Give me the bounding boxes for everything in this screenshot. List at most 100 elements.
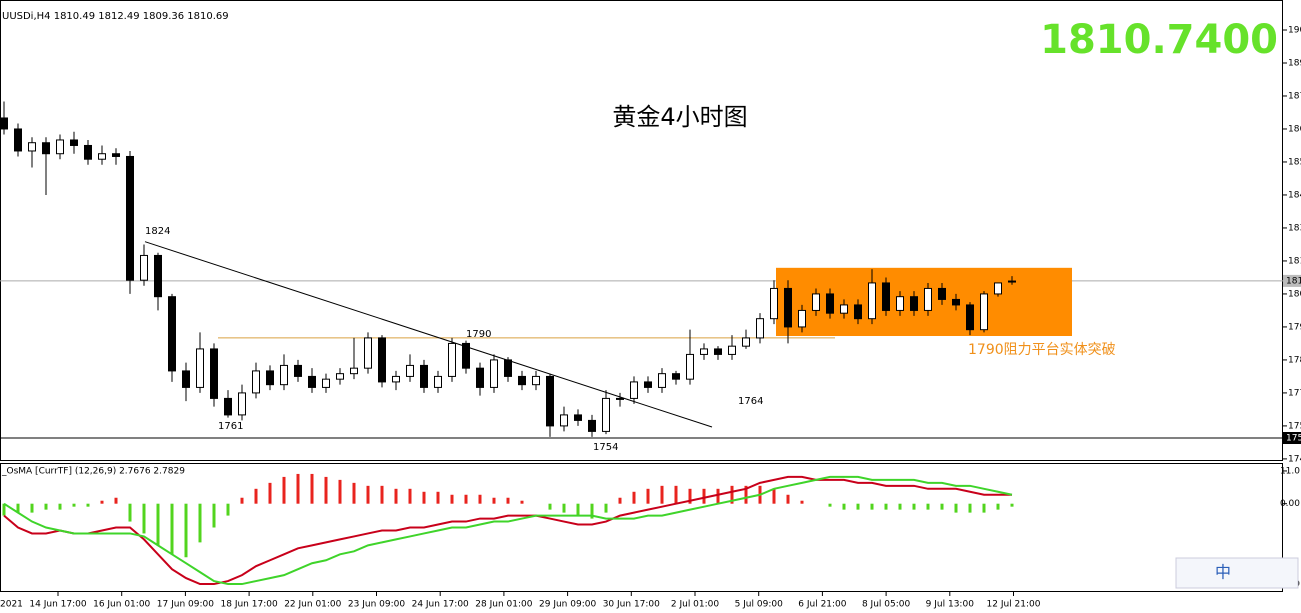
y-tick-label: 189 [1288,58,1301,68]
candle-body [154,254,162,298]
x-tick-label: 18 Jun 17:00 [221,600,278,610]
candle-body [840,304,848,314]
candle-body [868,282,876,320]
y-tick-label: 177 [1288,388,1301,398]
y-tick-label: 186 [1288,124,1301,134]
candle-body [812,293,820,311]
candle-body [994,282,1002,295]
x-tick-label: 5 Jul 09:00 [735,600,784,610]
indicator-title: _OsMA [CurrTF] (12,26,9) 2.7676 2.7829 [1,467,185,477]
candle-body [112,153,120,157]
ime-label[interactable]: 中 [1215,563,1231,582]
candle-body [280,364,288,386]
x-tick-label: 12 Jul 21:00 [987,600,1041,610]
candle-body [98,153,106,160]
annotation: 1754 [593,442,618,453]
price-line-label: 181 [1286,276,1301,286]
candle-body [896,296,904,311]
candle-body [448,342,456,377]
y-tick-label: 175 [1288,421,1301,431]
y-tick-label: 11.0 [1280,466,1300,476]
x-start-label: 2021 [0,600,23,610]
low-line-box [1283,432,1301,445]
y-tick-label: 178 [1288,355,1301,365]
candle-body [910,296,918,311]
x-tick-label: 28 Jun 01:00 [475,600,532,610]
low-line-label: 175 [1286,434,1301,444]
x-tick-label: 14 Jun 17:00 [29,600,86,610]
candle-body [532,375,540,386]
ime-bar[interactable] [1175,557,1299,589]
candle-body [140,254,148,281]
candle-body [1008,280,1016,283]
candle-body [14,128,22,152]
candle-body [322,378,330,388]
candle-body [70,139,78,146]
y-tick-label: 183 [1288,223,1301,233]
candle-body [546,375,554,427]
candle-body [392,375,400,383]
candle-body [420,364,428,388]
price-label: 1810.7400 [1040,17,1278,63]
annotation: 1790 [466,329,491,340]
candle-body [742,337,750,347]
candle-body [336,373,344,380]
candle-body [84,144,92,160]
x-tick-label: 30 Jun 17:00 [603,600,660,610]
x-tick-label: 16 Jun 01:00 [93,600,150,610]
candle-body [980,293,988,331]
candle-body [476,367,484,388]
candle-body [756,318,764,339]
y-tick-label: 185 [1288,157,1301,167]
candle-body [168,296,176,372]
x-tick-label: 9 Jul 13:00 [926,600,975,610]
candle-body [644,381,652,388]
y-tick-label: 184 [1288,190,1301,200]
candle-body [462,342,470,369]
candle-body [350,367,358,375]
candle-body [854,304,862,320]
x-tick-label: 2 Jul 01:00 [671,600,720,610]
candle-body [434,375,442,388]
indicator-line [3,475,1012,586]
annotation: 1764 [738,396,763,407]
candle-body [266,370,274,386]
candle-body [378,337,386,383]
price-line-box [1283,274,1301,287]
candle-body [196,348,204,388]
y-tick-label: 179 [1288,322,1301,332]
candle-body [630,381,638,399]
y-tick-label: 187 [1288,91,1301,101]
y-tick-label: 190 [1288,25,1301,35]
candle-body [224,397,232,416]
candle-body [784,287,792,328]
candle-body [0,117,8,130]
header: UUSDi,H4 1810.49 1812.49 1809.36 1810.69 [2,11,229,22]
y-tick-label: 174 [1288,454,1301,464]
candle-body [952,298,960,306]
candle-body [672,373,680,380]
candle-body [406,364,414,377]
x-tick-label: 22 Jun 01:00 [284,600,341,610]
candle-body [364,337,372,369]
candle-body [938,287,946,300]
candle-body [728,345,736,355]
y-tick-label: 180 [1288,289,1301,299]
indicator-panel [0,463,1283,592]
candle-body [658,373,666,388]
candle-body [294,364,302,377]
x-tick-label: 29 Jun 09:00 [539,600,596,610]
x-tick-label: 24 Jun 17:00 [412,600,469,610]
candle-body [238,392,246,416]
candle-body [714,348,722,355]
x-tick-label: 17 Jun 09:00 [157,600,214,610]
candle-body [882,282,890,311]
candle-body [42,142,50,155]
candle-body [56,139,64,155]
candle-body [798,309,806,328]
x-tick-label: 6 Jul 21:00 [798,600,847,610]
candle-body [126,155,134,281]
candle-body [924,287,932,311]
candle-body [210,348,218,399]
